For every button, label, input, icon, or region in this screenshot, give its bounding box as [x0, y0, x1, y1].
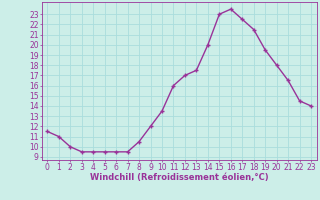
X-axis label: Windchill (Refroidissement éolien,°C): Windchill (Refroidissement éolien,°C)	[90, 173, 268, 182]
